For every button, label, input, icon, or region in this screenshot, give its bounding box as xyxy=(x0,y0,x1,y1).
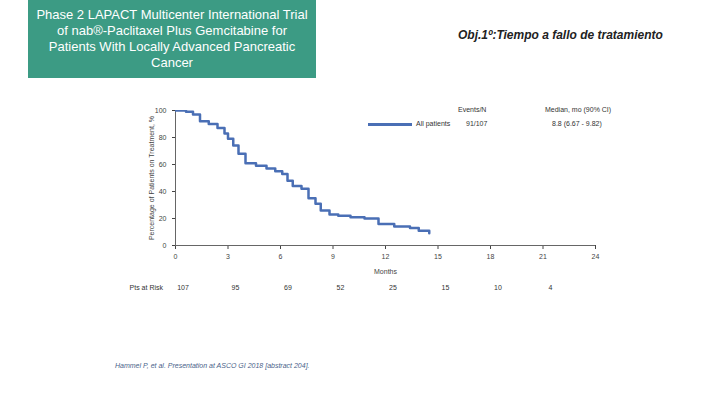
svg-text:60: 60 xyxy=(159,161,167,168)
svg-text:0: 0 xyxy=(174,253,178,260)
svg-text:3: 3 xyxy=(226,253,230,260)
html-text:8.8 (6.67 - 9.82): 8.8 (6.67 - 9.82) xyxy=(552,120,602,127)
html-text:4: 4 xyxy=(548,284,553,291)
svg-text:9: 9 xyxy=(331,253,335,260)
svg-text:15: 15 xyxy=(434,253,442,260)
html-text:All patients: All patients xyxy=(416,120,451,127)
html-text:25: 25 xyxy=(389,284,397,291)
html-text:Median, mo (90% CI): Median, mo (90% CI) xyxy=(545,106,612,113)
html-text:15: 15 xyxy=(441,284,450,291)
svg-text:40: 40 xyxy=(159,188,167,195)
svg-text:12: 12 xyxy=(382,253,390,260)
svg-text:80: 80 xyxy=(159,134,167,141)
html-text:Pts at Risk: Pts at Risk xyxy=(129,284,163,291)
html-text:107: 107 xyxy=(177,284,189,291)
svg-text:0: 0 xyxy=(163,242,167,249)
svg-text:24: 24 xyxy=(592,253,600,260)
html-text:10: 10 xyxy=(494,284,502,291)
svg-text:21: 21 xyxy=(539,253,547,260)
html-text:Obj.1º:Tiempo a fallo de trata: Obj.1º:Tiempo a fallo de tratamiento xyxy=(458,28,663,42)
svg-text:100: 100 xyxy=(155,107,167,114)
html-text:69: 69 xyxy=(284,284,292,291)
svg-text:20: 20 xyxy=(159,215,167,222)
html-text:Phase 2 LAPACT Multicenter Int: Phase 2 LAPACT Multicenter International… xyxy=(36,7,308,70)
html-text:95: 95 xyxy=(231,284,240,291)
html-text:91/107: 91/107 xyxy=(466,120,488,127)
svg-text:6: 6 xyxy=(279,253,283,260)
svg-text:18: 18 xyxy=(487,253,495,260)
html-text:52: 52 xyxy=(336,284,345,291)
html-text:Events/N: Events/N xyxy=(458,106,487,113)
html-text:Hammel P, et al. Presentation: Hammel P, et al. Presentation at ASCO GI… xyxy=(115,362,310,369)
svg-text:Months: Months xyxy=(374,268,397,275)
svg-text:Percentage of Patients on Trea: Percentage of Patients on Treatment, % xyxy=(148,116,156,240)
